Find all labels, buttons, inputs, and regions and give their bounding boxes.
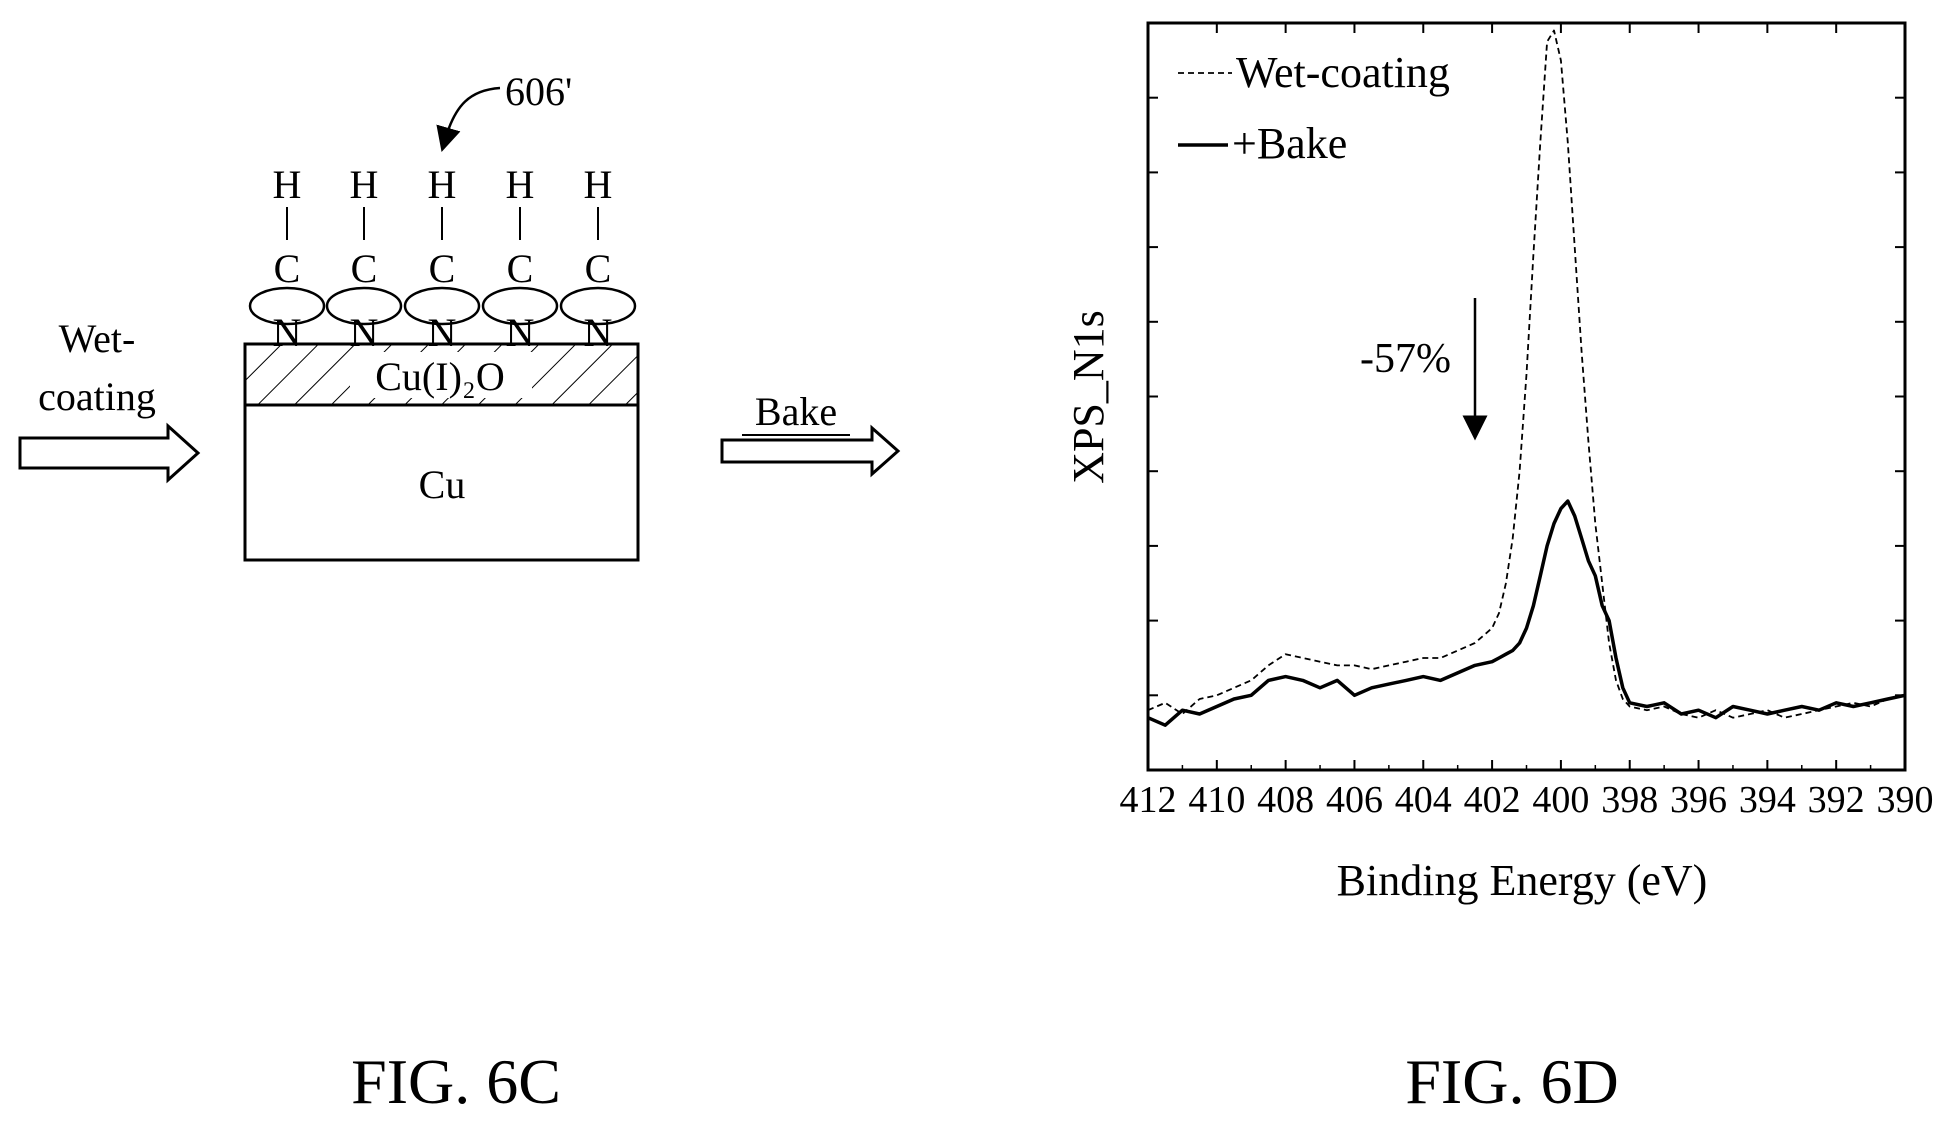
molecule-atom-c: C	[429, 246, 456, 291]
x-tick-label: 410	[1188, 779, 1245, 821]
molecule-3: H C N	[403, 162, 481, 355]
series-line-wet-coating	[1147, 29, 1906, 719]
bake-label: Bake	[755, 389, 837, 434]
x-tick-label: 390	[1877, 779, 1934, 821]
legend: Wet-coating +Bake	[1178, 48, 1450, 168]
series-layer	[1147, 29, 1906, 727]
molecule-atom-n: N	[273, 310, 302, 355]
x-axis-ticks: 412 410 408 406 404 402 400 398 396 394 392 390	[1120, 23, 1934, 821]
molecule-atom-c: C	[585, 246, 612, 291]
reduction-annotation: -57%	[1360, 336, 1451, 382]
wet-coating-arrow-icon	[18, 422, 201, 484]
wet-coating-label-line1: Wet-	[59, 316, 136, 361]
legend-label-bake: +Bake	[1232, 119, 1347, 168]
bake-arrow-icon	[720, 424, 901, 478]
x-tick-label: 400	[1532, 779, 1589, 821]
y-axis-label: XPS_N1s	[1064, 310, 1113, 484]
molecule-atom-c: C	[351, 246, 378, 291]
reference-label-606: 606'	[505, 69, 572, 114]
reference-leader-arrow-icon	[436, 86, 501, 153]
legend-label-wet-coating: Wet-coating	[1236, 48, 1450, 97]
molecule-atom-n: N	[350, 310, 379, 355]
molecule-atom-h: H	[506, 162, 535, 207]
molecule-atom-h: H	[350, 162, 379, 207]
molecule-1: H C N	[248, 162, 326, 355]
x-tick-label: 406	[1326, 779, 1383, 821]
molecule-atom-n: N	[428, 310, 457, 355]
xps-chart: 412 410 408 406 404 402 400 398 396 394 392 390 Wet…	[1064, 21, 1934, 905]
molecule-orbital	[325, 286, 403, 326]
molecule-atom-h: H	[273, 162, 302, 207]
x-tick-label: 412	[1120, 779, 1177, 821]
molecule-orbital	[481, 286, 559, 326]
molecule-atom-h: H	[584, 162, 613, 207]
fig-6c-schematic: Wet- coating Cu(I)₂O Cu H C N H C N H C	[18, 69, 901, 1117]
y-axis-ticks	[1148, 96, 1905, 697]
molecule-atom-c: C	[274, 246, 301, 291]
molecule-atom-n: N	[506, 310, 535, 355]
molecule-atom-h: H	[428, 162, 457, 207]
molecule-atom-c: C	[507, 246, 534, 291]
x-tick-label: 398	[1601, 779, 1658, 821]
cu-layer	[243, 403, 640, 562]
molecule-4: H C N	[481, 162, 559, 355]
cu2o-layer-label: Cu(I)₂O	[375, 354, 504, 399]
cu-layer-label: Cu	[419, 462, 466, 507]
x-tick-label: 408	[1257, 779, 1314, 821]
x-tick-label: 394	[1739, 779, 1796, 821]
molecule-5: H C N	[559, 162, 637, 355]
figure-caption-6c: FIG. 6C	[351, 1046, 561, 1117]
figure-caption-6d: FIG. 6D	[1405, 1046, 1618, 1117]
x-axis-label: Binding Energy (eV)	[1337, 856, 1708, 905]
molecule-orbital	[248, 286, 326, 326]
molecule-2: H C N	[325, 162, 403, 355]
molecule-orbital	[559, 286, 637, 326]
x-tick-label: 402	[1464, 779, 1521, 821]
series-line-bake	[1147, 499, 1906, 727]
x-tick-label: 404	[1395, 779, 1452, 821]
x-tick-label: 396	[1670, 779, 1727, 821]
molecule-orbital	[403, 286, 481, 326]
molecule-atom-n: N	[584, 310, 613, 355]
cu2o-label-backdrop	[350, 352, 532, 398]
wet-coating-label-line2: coating	[38, 374, 156, 419]
x-tick-label: 392	[1808, 779, 1865, 821]
